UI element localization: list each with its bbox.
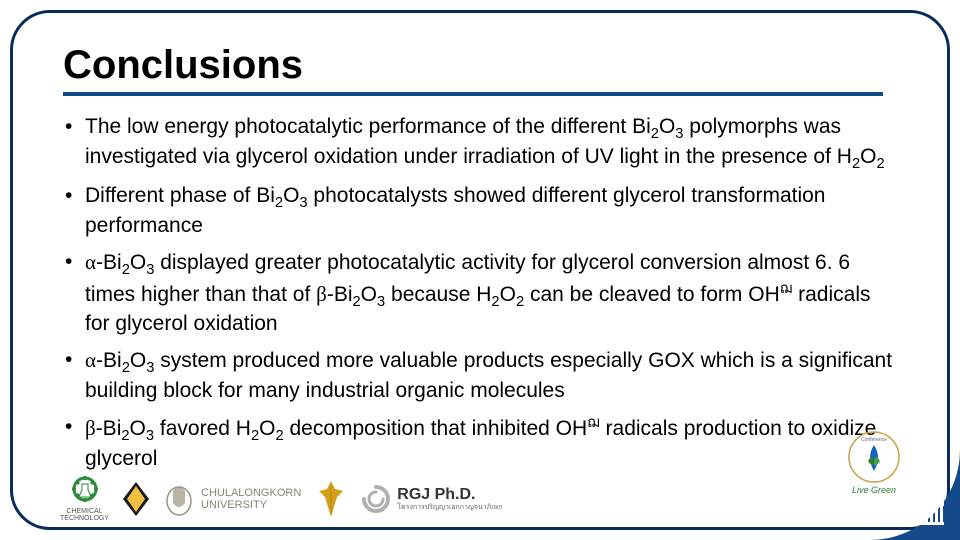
list-item: α-Bi2O3 system produced more valuable pr… xyxy=(63,347,897,404)
list-item: Different phase of Bi2O3 photocatalysts … xyxy=(63,183,897,239)
rgj-logo: RGJ Ph.D. โครงการปริญญาเอกกาญจนาภิเษก xyxy=(361,484,502,514)
thai-emblem-icon xyxy=(315,479,347,519)
chem-tech-logo: CHEMICAL TECHNOLOGY xyxy=(60,476,109,522)
logo-label: TECHNOLOGY xyxy=(60,515,109,522)
chula-logo: CHULALONGKORN UNIVERSITY xyxy=(163,481,301,517)
logo-label: CHULALONGKORN xyxy=(201,487,301,499)
list-item: α-Bi2O3 displayed greater photocatalytic… xyxy=(63,249,897,337)
bullet-list: The low energy photocatalytic performanc… xyxy=(63,114,897,472)
logo-label: โครงการปริญญาเอกกาญจนาภิเษก xyxy=(397,504,502,511)
slide-frame: Conclusions The low energy photocatalyti… xyxy=(10,10,950,530)
gear-flask-icon xyxy=(68,476,102,506)
logo-label: RGJ Ph.D. xyxy=(397,487,502,504)
diamond-icon xyxy=(123,482,149,516)
logo-strip: CHEMICAL TECHNOLOGY CHULALONGKORN UNIVER… xyxy=(60,472,900,526)
crest-icon xyxy=(163,481,195,517)
page-number: 11 xyxy=(907,494,922,510)
logo-label: CHEMICAL xyxy=(60,508,109,515)
list-item: β-Bi2O3 favored H2O2 decomposition that … xyxy=(63,414,897,472)
list-item: The low energy photocatalytic performanc… xyxy=(63,114,897,173)
title-underline xyxy=(63,92,883,96)
logo-label: UNIVERSITY xyxy=(201,499,301,511)
slide: Conclusions The low energy photocatalyti… xyxy=(0,0,960,540)
svg-text:Conference: Conference xyxy=(861,437,887,443)
page-title: Conclusions xyxy=(63,43,897,88)
rgj-swirl-icon xyxy=(361,484,391,514)
